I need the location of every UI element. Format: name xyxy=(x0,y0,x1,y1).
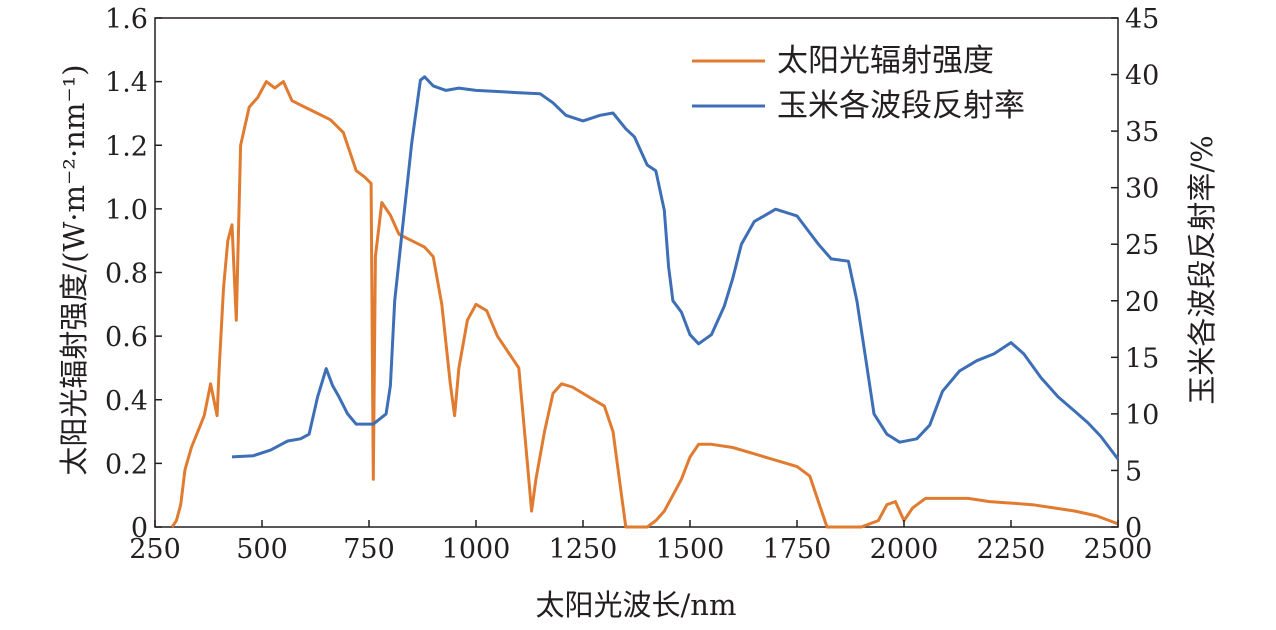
y-left-tick-label: 0.4 xyxy=(105,386,148,417)
series-line-corn-reflectance xyxy=(231,75,1120,461)
y-left-tick-label: 1.4 xyxy=(105,68,148,99)
y-right-tick-label: 20 xyxy=(1125,287,1159,318)
y-right-tick-label: 10 xyxy=(1125,400,1159,431)
y-left-tick-label: 0 xyxy=(131,513,148,544)
y-left-tick-label: 0.2 xyxy=(105,449,148,480)
x-axis-ticks: 250 500 750 1000 1250 1500 1750 2000 2250 2500 xyxy=(129,520,1152,565)
y-right-tick-label: 30 xyxy=(1125,174,1159,205)
x-tick-label: 1500 xyxy=(656,534,725,565)
y-right-tick-label: 40 xyxy=(1125,61,1159,92)
x-tick-label: 1750 xyxy=(763,534,832,565)
x-tick-label: 500 xyxy=(236,534,288,565)
y-left-tick-label: 0.6 xyxy=(105,322,148,353)
series-layer xyxy=(170,75,1120,529)
y-right-axis-ticks: 0 5 10 15 20 25 30 35 40 45 xyxy=(1111,4,1159,544)
x-tick-label: 2250 xyxy=(977,534,1046,565)
y-right-tick-label: 35 xyxy=(1125,117,1159,148)
y-right-tick-label: 0 xyxy=(1125,513,1142,544)
y-left-axis-title: 太阳光辐射强度/(W·m⁻²·nm⁻¹) xyxy=(57,64,91,475)
y-right-tick-label: 45 xyxy=(1125,4,1159,35)
y-left-tick-label: 1.6 xyxy=(105,4,148,35)
y-left-tick-label: 0.8 xyxy=(105,259,148,290)
legend: 太阳光辐射强度 玉米各波段反射率 xyxy=(692,43,1025,124)
x-axis-title: 太阳光波长/nm xyxy=(536,588,737,622)
y-right-axis-title: 玉米各波段反射率/% xyxy=(1185,135,1219,404)
x-tick-label: 250 xyxy=(129,534,181,565)
y-right-tick-label: 25 xyxy=(1125,230,1159,261)
x-tick-label: 2500 xyxy=(1084,534,1153,565)
x-tick-label: 2000 xyxy=(870,534,939,565)
x-tick-label: 1250 xyxy=(549,534,618,565)
y-left-tick-label: 1.2 xyxy=(105,131,148,162)
legend-label-reflectance: 玉米各波段反射率 xyxy=(777,88,1025,124)
x-tick-label: 750 xyxy=(343,534,395,565)
series-line-solar-irradiance xyxy=(170,80,1119,529)
y-left-tick-label: 1.0 xyxy=(105,195,148,226)
legend-label-solar: 太阳光辐射强度 xyxy=(777,43,994,79)
x-tick-label: 1000 xyxy=(442,534,511,565)
y-right-tick-label: 5 xyxy=(1125,456,1142,487)
y-left-axis-ticks: 0 0.2 0.4 0.6 0.8 1.0 1.2 1.4 1.6 xyxy=(105,4,162,544)
y-right-tick-label: 15 xyxy=(1125,343,1159,374)
